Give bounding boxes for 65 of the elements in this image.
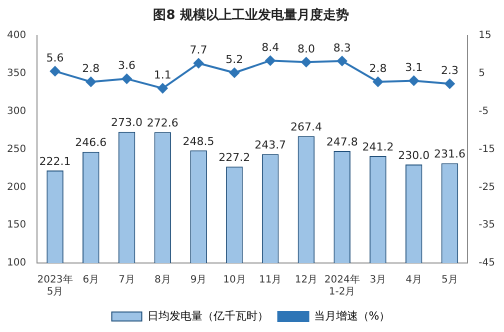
data-label: 2.8	[369, 62, 387, 76]
data-label: 8.4	[262, 40, 280, 54]
point	[50, 66, 60, 76]
data-label: 3.6	[118, 59, 136, 72]
y-tick-label: 350	[6, 68, 26, 80]
data-label: 241.2	[362, 140, 394, 154]
data-label: 8.3	[333, 41, 351, 54]
data-label: 267.4	[290, 120, 322, 134]
y2-tick-label: -5	[478, 106, 489, 117]
x-tick-label: 3月	[370, 274, 386, 286]
point	[229, 68, 240, 78]
x-tick-label: 4月	[406, 274, 422, 286]
y-tick-label: 100	[6, 258, 26, 269]
y2-tick-label: 15	[478, 30, 492, 42]
point	[122, 74, 132, 84]
data-label: 2.3	[440, 64, 458, 78]
point	[408, 76, 419, 86]
data-label: 222.1	[39, 154, 71, 168]
point	[444, 78, 455, 89]
data-label: 5.2	[226, 53, 244, 66]
data-label: 272.6	[146, 116, 178, 130]
point	[372, 76, 383, 87]
y2-tick-label: -45	[478, 258, 496, 269]
y-tick-label: 150	[6, 220, 26, 231]
data-label: 246.6	[75, 136, 107, 150]
x-tick-label: 9月	[190, 274, 207, 286]
x-tick-label: 2024年 1-2月	[324, 274, 360, 298]
point	[194, 58, 204, 68]
point	[337, 56, 348, 66]
data-label: 273.0	[111, 116, 143, 130]
y-tick-label: 200	[6, 182, 26, 193]
data-label: 230.0	[398, 148, 430, 162]
x-tick-label: 7月	[118, 274, 135, 286]
legend-label: 日均发电量（亿千瓦时）	[147, 309, 268, 322]
point	[265, 56, 276, 66]
data-label: 243.7	[254, 138, 286, 152]
x-tick-label: 8月	[154, 274, 171, 286]
x-tick-label: 6月	[82, 274, 100, 286]
data-label: 227.2	[218, 150, 250, 164]
data-label: 2.8	[82, 62, 100, 76]
data-label: 248.5	[182, 134, 214, 148]
point	[158, 83, 168, 94]
y-tick-label: 400	[6, 30, 26, 42]
data-label: 247.8	[326, 135, 358, 148]
data-label: 8.0	[297, 42, 315, 56]
x-tick-label: 5月	[442, 274, 458, 286]
legend-label: 当月增速（%）	[314, 309, 390, 322]
data-label: 3.1	[405, 61, 423, 74]
data-label: 1.1	[154, 68, 172, 82]
data-label: 7.7	[190, 44, 208, 57]
x-tick-label: 10月	[223, 274, 246, 286]
y-tick-label: 300	[6, 106, 26, 117]
chart-title: 图8 规模以上工业发电量月度走势	[153, 7, 349, 24]
data-label: 231.6	[434, 148, 466, 161]
y2-tick-label: -15	[478, 144, 496, 155]
data-label: 5.6	[46, 52, 64, 65]
point	[301, 57, 312, 68]
y-tick-label: 250	[6, 144, 26, 155]
x-tick-label: 12月	[294, 274, 318, 286]
x-tick-label: 2023年 5月	[37, 274, 73, 298]
y2-tick-label: 5	[478, 68, 486, 80]
y2-tick-label: -25	[478, 182, 496, 193]
point	[86, 76, 96, 87]
x-tick-label: 11月	[258, 274, 282, 286]
y2-tick-label: -35	[478, 220, 496, 231]
